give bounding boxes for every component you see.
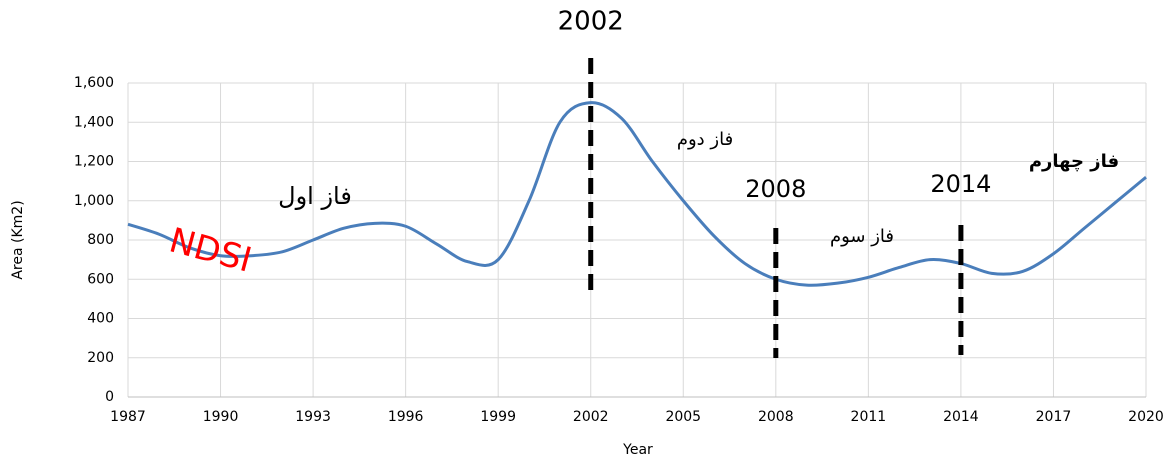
x-tick-label: 1999 xyxy=(480,409,516,425)
x-tick-label: 2008 xyxy=(758,409,794,425)
y-tick-label: 0 xyxy=(105,389,114,405)
marker-label: 2008 xyxy=(745,175,806,203)
x-tick-label: 2020 xyxy=(1128,409,1164,425)
marker-label: 2014 xyxy=(930,170,991,198)
y-tick-label: 1,200 xyxy=(74,154,114,170)
x-tick-label: 2011 xyxy=(851,409,887,425)
y-axis-label: Area (Km2) xyxy=(10,200,26,279)
x-tick-label: 2002 xyxy=(573,409,609,425)
x-axis-label: Year xyxy=(622,442,653,458)
annotation: فاز دوم xyxy=(677,129,733,150)
annotation: فاز چهارم xyxy=(1029,151,1119,172)
data-line xyxy=(127,101,1147,287)
x-tick-label: 1993 xyxy=(295,409,331,425)
y-tick-label: 800 xyxy=(87,232,114,248)
x-tick-label: 1996 xyxy=(388,409,424,425)
y-tick-label: 200 xyxy=(87,350,114,366)
x-tick-label: 1987 xyxy=(110,409,146,425)
annotation: فاز اول xyxy=(278,182,352,210)
y-tick-label: 400 xyxy=(87,311,114,327)
marker-label: 2002 xyxy=(558,7,624,37)
annotation: فاز سوم xyxy=(830,226,894,247)
annotation: NDSI xyxy=(165,220,256,280)
x-tick-label: 1990 xyxy=(203,409,239,425)
y-tick-label: 1,000 xyxy=(74,193,114,209)
x-tick-label: 2017 xyxy=(1036,409,1072,425)
x-tick-label: 2014 xyxy=(943,409,979,425)
x-tick-label: 2005 xyxy=(665,409,701,425)
y-tick-label: 600 xyxy=(87,271,114,287)
y-tick-label: 1,600 xyxy=(74,75,114,91)
y-tick-label: 1,400 xyxy=(74,114,114,130)
